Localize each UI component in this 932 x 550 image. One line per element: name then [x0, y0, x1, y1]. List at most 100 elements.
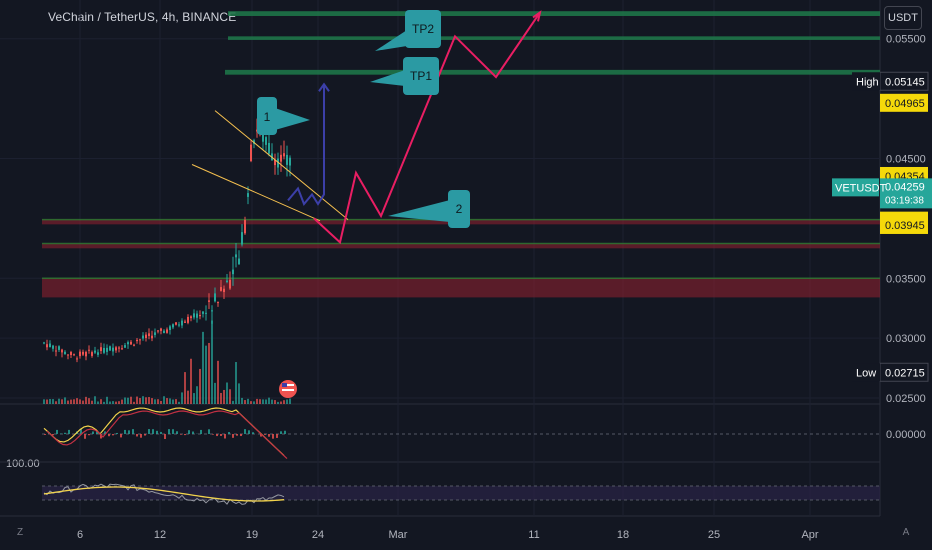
candle [55, 350, 57, 352]
volume-bar [235, 362, 237, 404]
x-tick-label: 24 [312, 529, 324, 541]
candle [229, 279, 231, 289]
osc-histogram-bar [132, 429, 134, 434]
osc-histogram-bar [140, 434, 142, 438]
volume-bar [97, 401, 99, 404]
volume-bar [214, 382, 216, 404]
price-label-value: 0.05145 [885, 76, 925, 88]
zoom-reset-icon[interactable]: Z [16, 526, 24, 538]
resistance-zone [228, 11, 880, 16]
volume-bar [115, 401, 117, 404]
candle [235, 254, 237, 258]
price-label-tag-box [852, 363, 880, 382]
candle [58, 346, 60, 350]
osc-histogram-bar [56, 429, 58, 434]
candle [139, 339, 141, 341]
candle [280, 154, 282, 162]
candle [136, 339, 138, 342]
osc-histogram-bar [252, 432, 254, 434]
candle [274, 159, 276, 166]
candle [268, 142, 270, 154]
symbol-tag-label: VETUSDT [835, 182, 887, 194]
osc-histogram-bar [176, 431, 178, 434]
currency-unit-button[interactable]: USDT [884, 6, 922, 30]
analysis-drawings: 1 2 TP1 TP2 [191, 10, 542, 398]
volume-bar [52, 399, 54, 404]
volume-bar [283, 400, 285, 404]
candle [157, 330, 159, 332]
candle [130, 341, 132, 345]
volume-bar [49, 399, 51, 404]
candle [289, 157, 291, 166]
candle [70, 352, 72, 355]
rsi-line [43, 483, 285, 505]
candle [172, 324, 174, 328]
x-tick-label: 25 [708, 529, 720, 541]
candle [178, 324, 180, 326]
volume-bar [211, 320, 213, 404]
volume-bar [229, 389, 231, 404]
auto-scale-icon[interactable]: A [902, 526, 910, 538]
wedge-lower-line [191, 164, 321, 222]
volume-bars [43, 320, 291, 404]
volume-bar [259, 399, 261, 404]
osc-histogram-bar [96, 431, 98, 434]
candlestick-series [43, 117, 291, 363]
candle [52, 345, 54, 349]
volume-bar [202, 331, 204, 404]
candle [262, 131, 264, 142]
osc-histogram-bar [280, 431, 282, 434]
volume-bar [256, 398, 258, 404]
candle [277, 158, 279, 168]
osc-histogram-bar [92, 431, 94, 434]
osc-histogram-bar [232, 434, 234, 438]
volume-bar [190, 358, 192, 404]
osc-histogram-bar [80, 429, 82, 434]
volume-bar [88, 398, 90, 404]
candle [223, 288, 225, 293]
chart-grid [0, 0, 881, 517]
osc-histogram-bar [224, 434, 226, 439]
x-tick-label: Mar [389, 529, 408, 541]
flag-stripe [282, 389, 294, 391]
candle [79, 351, 81, 357]
candle [232, 269, 234, 275]
osc-histogram-bar [284, 430, 286, 434]
volume-bar [100, 399, 102, 404]
volume-bar [136, 396, 138, 404]
volume-bar [271, 399, 273, 404]
callout-pointer [275, 108, 310, 130]
volume-bar [241, 397, 243, 404]
volume-bar [232, 400, 234, 404]
volume-bar [127, 397, 129, 404]
price-label-tag-box [852, 72, 880, 91]
osc-histogram-bar [144, 434, 146, 436]
candle [166, 329, 168, 333]
candle [250, 144, 252, 161]
volume-bar [142, 396, 144, 404]
volume-bar [184, 372, 186, 404]
support-zone [42, 278, 880, 298]
wedge-upper-line [214, 110, 349, 220]
volume-bar [106, 396, 108, 404]
osc-histogram-bar [52, 434, 54, 436]
candle [193, 313, 195, 318]
osc-histogram-bar [156, 430, 158, 434]
candle [169, 326, 171, 330]
osc-histogram-bar [44, 434, 46, 435]
osc-histogram-bar [128, 430, 130, 434]
volume-bar [262, 399, 264, 404]
time-axis: 6 12 19 24 Mar 11 18 25 Apr [77, 529, 819, 541]
osc-histogram-bar [268, 434, 270, 437]
candle [73, 354, 75, 356]
candle [133, 344, 135, 346]
candle [94, 350, 96, 353]
resistance-zone [228, 36, 880, 40]
volume-bar [208, 342, 210, 404]
candle [265, 137, 267, 145]
volume-bar [148, 397, 150, 404]
volume-bar [145, 397, 147, 404]
volume-bar [58, 398, 60, 404]
candle [91, 352, 93, 356]
